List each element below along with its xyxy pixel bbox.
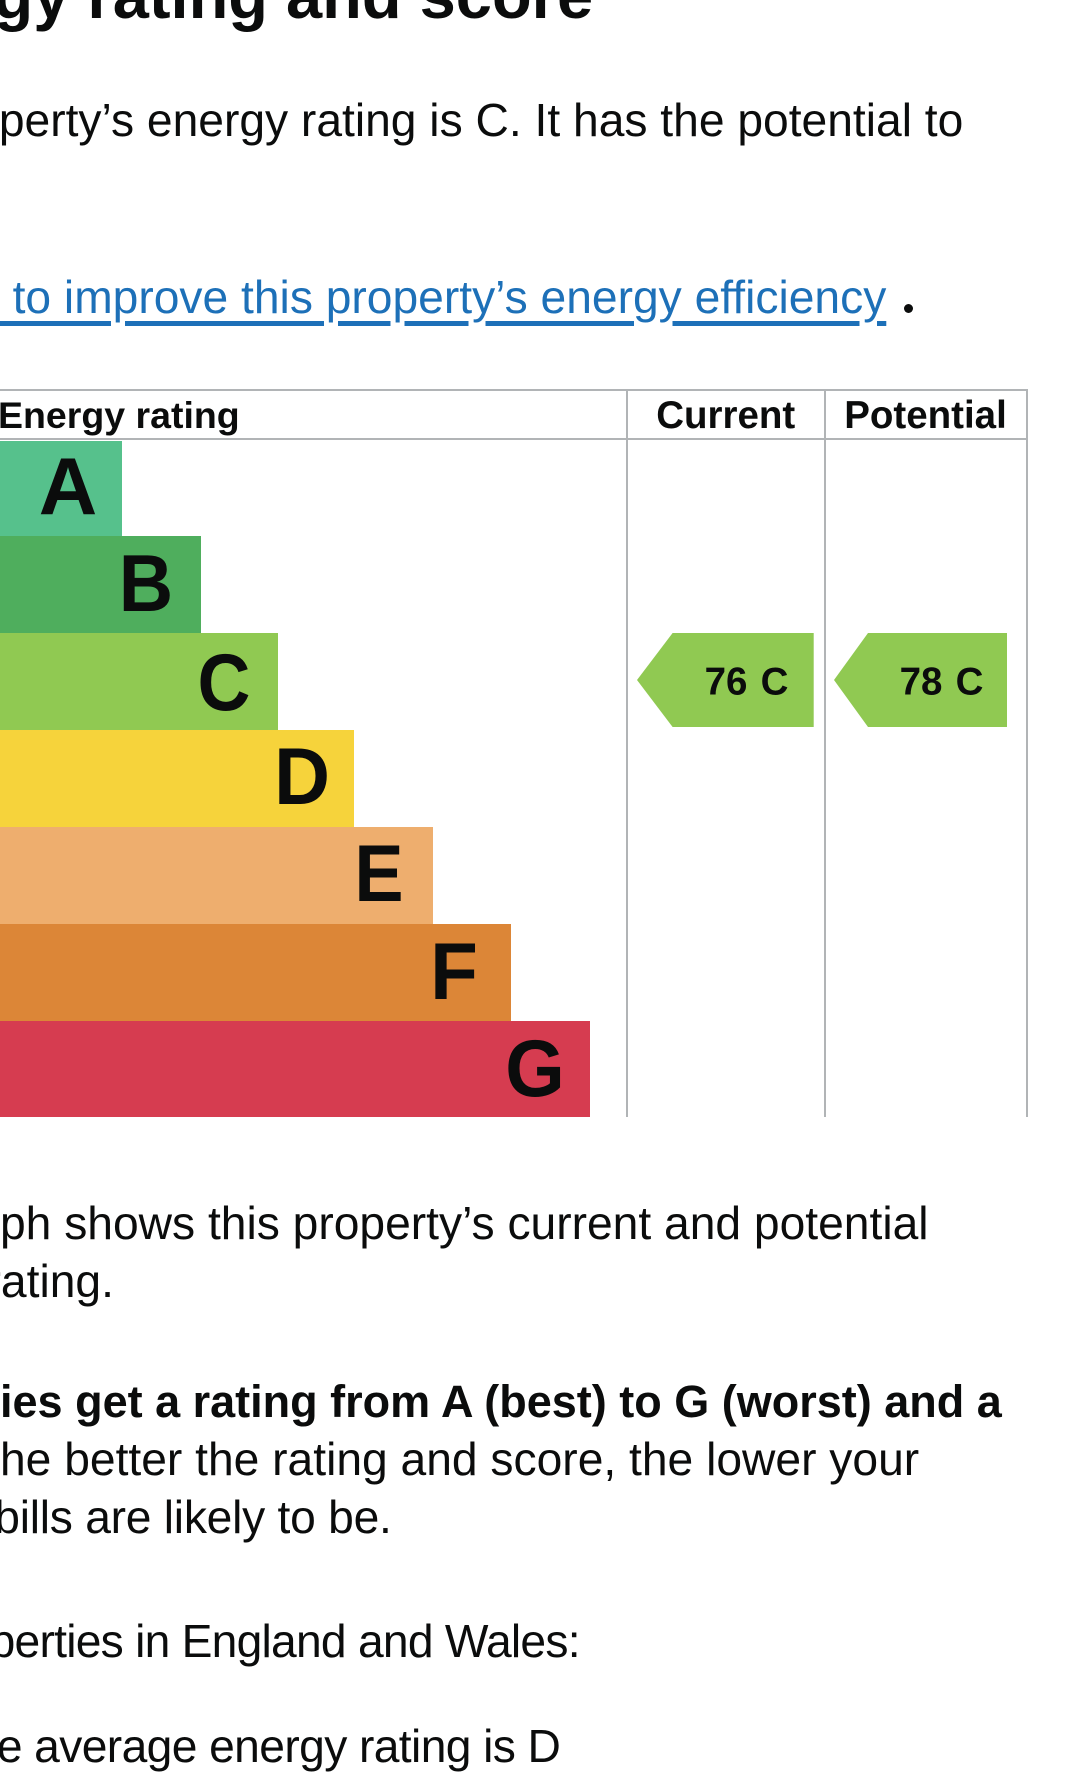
svg-text:76C: 76 C: [705, 661, 789, 704]
svg-text:78C: 78 C: [900, 661, 984, 704]
